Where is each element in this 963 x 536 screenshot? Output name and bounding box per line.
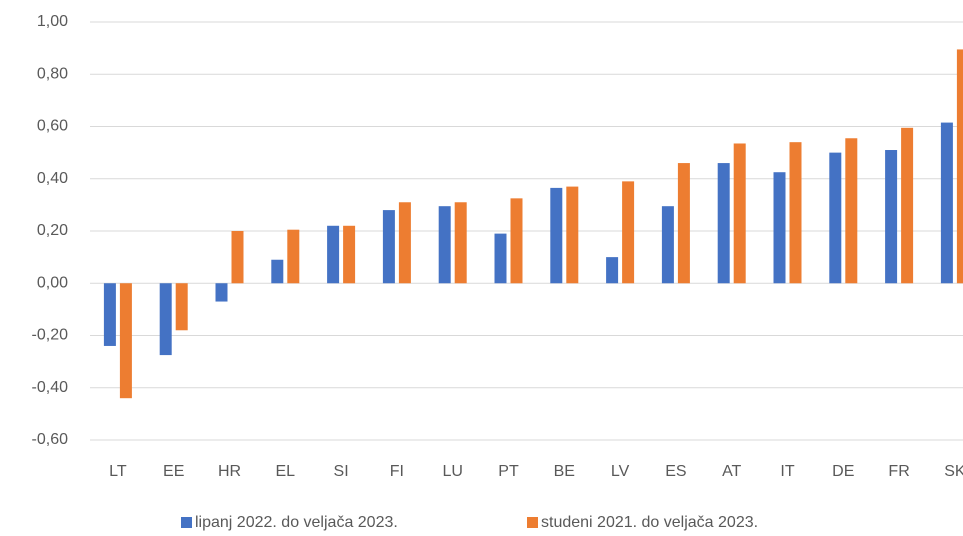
legend-swatch [527, 517, 538, 528]
x-tick-label: DE [832, 463, 854, 480]
bar [382, 210, 395, 284]
bar [215, 283, 228, 302]
x-tick-label: ES [665, 463, 686, 480]
y-tick-label: -0,60 [32, 431, 69, 448]
x-tick-label: IT [780, 463, 794, 480]
bar [733, 143, 746, 284]
bar [271, 259, 284, 284]
bar [175, 283, 188, 331]
x-tick-label: FR [888, 463, 909, 480]
bar [773, 172, 786, 284]
bar [566, 186, 579, 284]
y-tick-label: 0,00 [37, 274, 68, 291]
bar [327, 225, 340, 284]
y-tick-label: 1,00 [37, 13, 68, 30]
bar [510, 198, 523, 284]
y-tick-label: -0,40 [32, 379, 69, 396]
bar [119, 283, 132, 399]
x-tick-label: EL [276, 463, 296, 480]
x-tick-label: LU [442, 463, 462, 480]
x-tick-label: FI [390, 463, 404, 480]
bar [494, 233, 507, 284]
bar [287, 229, 300, 284]
bar [550, 187, 563, 284]
bar [454, 202, 467, 284]
bar [398, 202, 411, 284]
bar [438, 206, 451, 284]
x-tick-label: EE [163, 463, 184, 480]
bar [789, 142, 802, 284]
bar [829, 152, 842, 284]
x-tick-label: LT [109, 463, 127, 480]
x-tick-label: SI [334, 463, 349, 480]
y-tick-label: 0,60 [37, 118, 68, 135]
bar [885, 150, 898, 284]
legend-label: studeni 2021. do veljača 2023. [541, 514, 758, 531]
x-tick-label: LV [611, 463, 630, 480]
bar [661, 206, 674, 284]
y-tick-label: -0,20 [32, 327, 69, 344]
bar [940, 122, 953, 284]
legend-label: lipanj 2022. do veljača 2023. [195, 514, 398, 531]
bar [343, 225, 356, 284]
bar [717, 163, 730, 284]
y-tick-label: 0,80 [37, 65, 68, 82]
y-tick-label: 0,40 [37, 170, 68, 187]
bar [103, 283, 116, 346]
bar [956, 49, 963, 284]
bar [231, 231, 244, 284]
x-tick-label: AT [722, 463, 741, 480]
y-tick-label: 0,20 [37, 222, 68, 239]
x-tick-label: PT [498, 463, 519, 480]
x-tick-label: BE [554, 463, 575, 480]
bar [677, 163, 690, 284]
bar [901, 127, 914, 284]
bar [622, 181, 635, 284]
bar [606, 257, 619, 284]
x-tick-label: HR [218, 463, 241, 480]
x-tick-label: SK [944, 463, 963, 480]
bar [845, 138, 858, 284]
bar [159, 283, 172, 356]
legend-swatch [181, 517, 192, 528]
